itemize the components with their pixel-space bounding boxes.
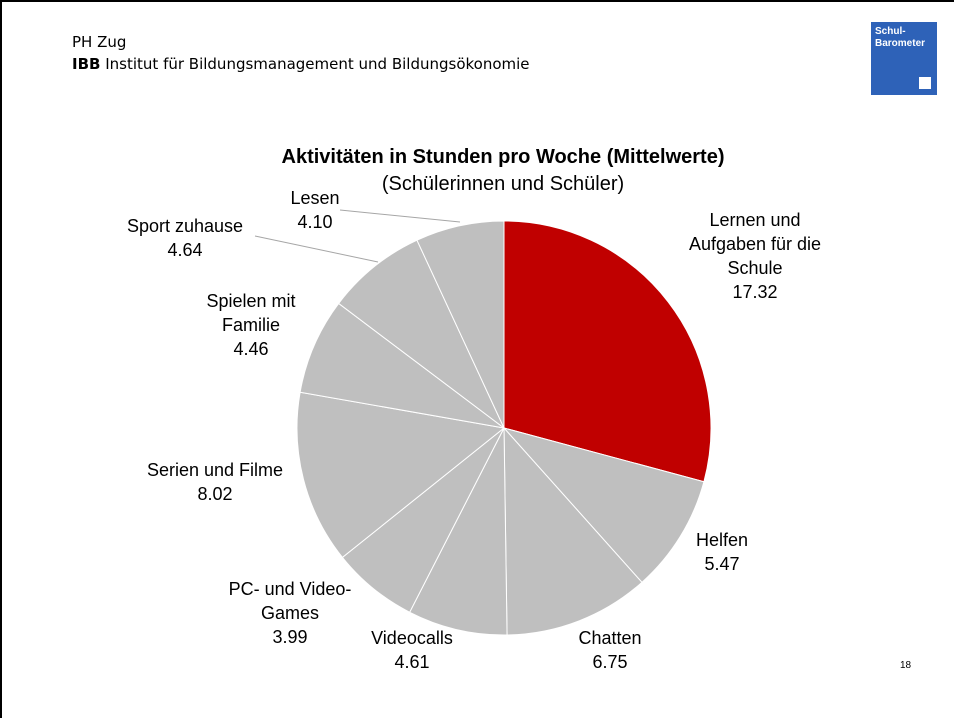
pie-slice <box>299 302 505 429</box>
leader-line <box>254 235 379 263</box>
logo-square <box>919 77 931 89</box>
label-name: Spielen mit Familie <box>206 291 296 335</box>
org-abbr: IBB <box>72 55 101 73</box>
logo-text: Schul-Barometer <box>875 26 926 49</box>
data-label: PC- und Video-Games 3.99 <box>205 577 375 649</box>
logo: Schul-Barometer <box>871 22 937 95</box>
label-value: 3.99 <box>272 627 308 647</box>
data-label: Videocalls 4.61 <box>332 626 492 674</box>
label-name: Videocalls <box>371 628 453 648</box>
leader-line <box>339 209 461 223</box>
chart-title: Aktivitäten in Stunden pro Woche (Mittel… <box>281 146 725 168</box>
label-name: Chatten <box>578 628 642 648</box>
chart-subtitle: (Schülerinnen und Schüler) <box>381 173 625 195</box>
pie-slice <box>337 239 505 429</box>
pie-slice <box>416 220 505 429</box>
data-label: Spielen mit Familie 4.46 <box>176 289 326 361</box>
data-label: Lernen und Aufgaben für die Schule 17.32 <box>670 208 840 304</box>
label-value: 5.47 <box>704 554 740 574</box>
label-value: 8.02 <box>197 484 233 504</box>
label-name: Helfen <box>695 530 749 550</box>
pie-slice <box>503 426 643 636</box>
page-number: 18 <box>900 660 912 671</box>
data-label: Chatten 6.75 <box>540 626 680 674</box>
data-label: Serien und Filme 8.02 <box>110 458 320 506</box>
label-value: 4.64 <box>167 240 203 260</box>
pie-slice <box>409 427 508 636</box>
header-org: IBB Institut für Bildungsmanagement und … <box>72 55 530 73</box>
org-name: Institut für Bildungsmanagement und Bild… <box>105 55 530 73</box>
label-value: 6.75 <box>592 652 628 672</box>
label-value: 4.46 <box>233 339 269 359</box>
data-label: Sport zuhause 4.64 <box>100 214 270 262</box>
header-line: PH Zug <box>72 33 127 51</box>
label-name: Lesen <box>290 188 340 208</box>
label-value: 4.61 <box>394 652 430 672</box>
data-label: Helfen 5.47 <box>652 528 792 576</box>
label-name: Serien und Filme <box>146 460 284 480</box>
label-value: 4.10 <box>297 212 333 232</box>
label-value: 17.32 <box>732 282 778 302</box>
pie-slice <box>503 220 712 483</box>
data-label: Lesen 4.10 <box>250 186 380 234</box>
label-name: PC- und Video-Games <box>228 579 352 623</box>
pie-slice <box>502 427 705 584</box>
pie-slice <box>296 391 506 559</box>
label-name: Sport zuhause <box>126 216 244 236</box>
label-name: Lernen und Aufgaben für die Schule <box>688 210 822 278</box>
